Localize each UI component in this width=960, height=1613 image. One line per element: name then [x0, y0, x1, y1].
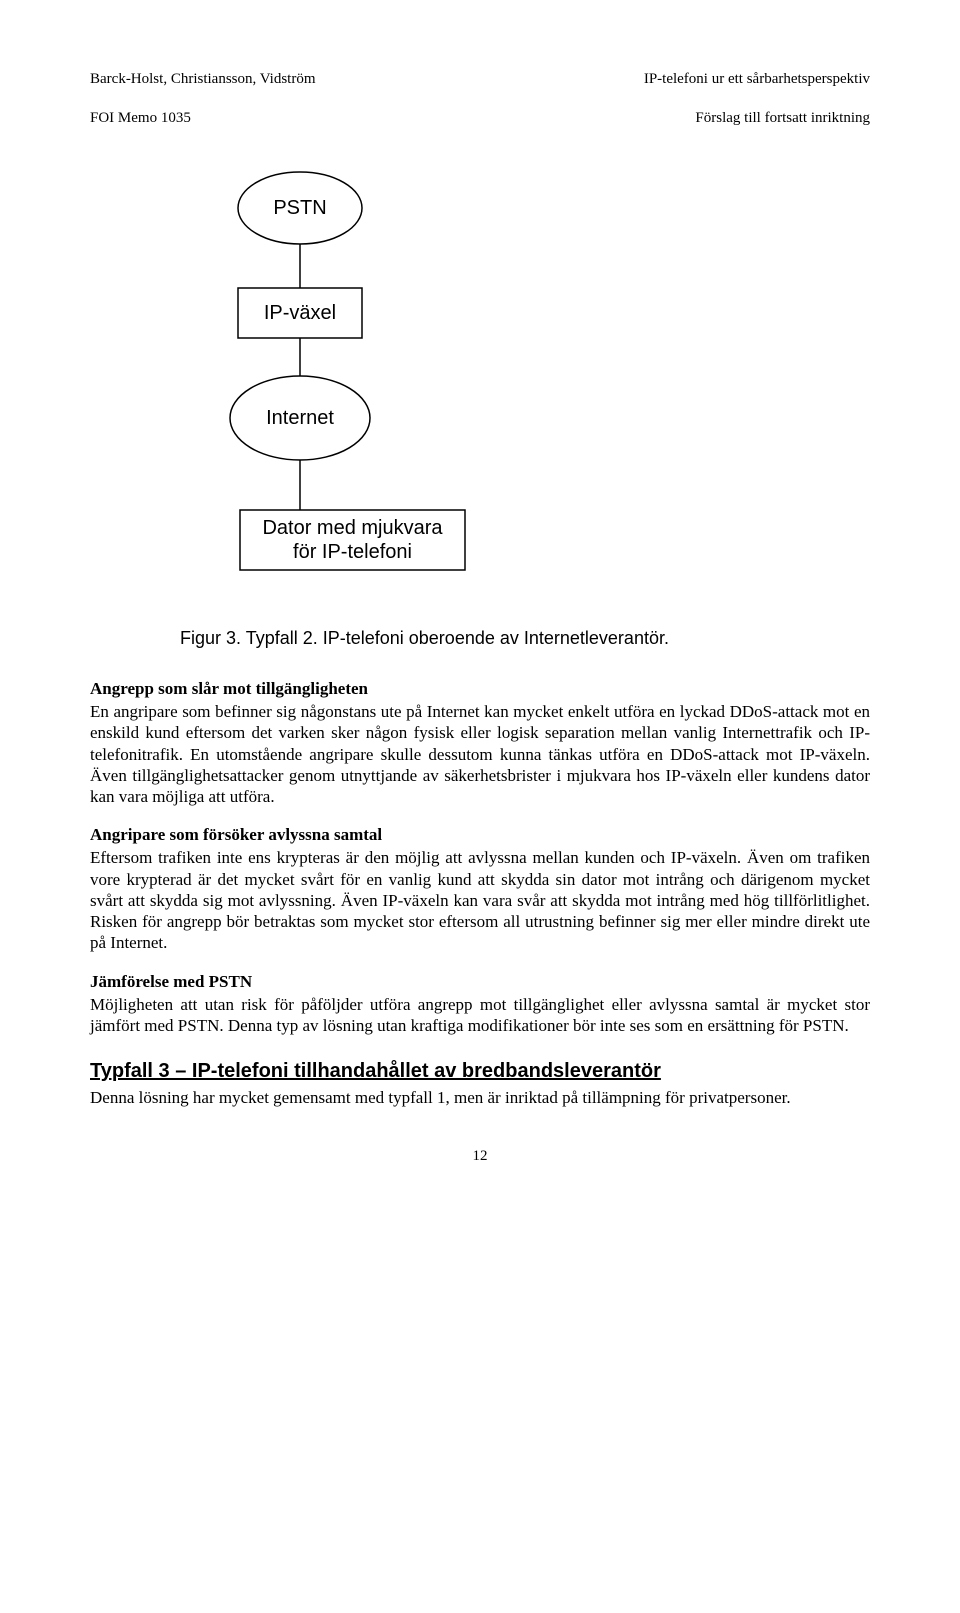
header-left-line2: FOI Memo 1035 — [90, 110, 191, 126]
label-pstn: PSTN — [240, 196, 360, 220]
flowchart-diagram: PSTN IP-växel Internet Dator med mjukvar… — [180, 158, 580, 618]
label-dator: Dator med mjukvara för IP-telefoni — [240, 516, 465, 564]
header-right: IP-telefoni ur ett sårbarhetsperspektiv … — [644, 50, 870, 128]
para-avlyssna: Eftersom trafiken inte ens krypteras är … — [90, 847, 870, 953]
header-left-line1: Barck-Holst, Christiansson, Vidström — [90, 71, 315, 87]
heading-avlyssna: Angripare som försöker avlyssna samtal — [90, 825, 870, 845]
heading-tillganglighet: Angrepp som slår mot tillgängligheten — [90, 679, 870, 699]
header-left: Barck-Holst, Christiansson, Vidström FOI… — [90, 50, 315, 128]
header-right-line1: IP-telefoni ur ett sårbarhetsperspektiv — [644, 71, 870, 87]
page-header: Barck-Holst, Christiansson, Vidström FOI… — [90, 50, 870, 128]
heading-typfall3: Typfall 3 – IP-telefoni tillhandahållet … — [90, 1060, 870, 1083]
page-number: 12 — [90, 1148, 870, 1165]
label-ipvaxel: IP-växel — [238, 301, 362, 325]
header-right-line2: Förslag till fortsatt inriktning — [695, 110, 870, 126]
figure-caption: Figur 3. Typfall 2. IP-telefoni oberoend… — [180, 628, 870, 649]
page-container: Barck-Holst, Christiansson, Vidström FOI… — [0, 0, 960, 1225]
para-tillganglighet: En angripare som befinner sig någonstans… — [90, 701, 870, 807]
heading-jamforelse: Jämförelse med PSTN — [90, 972, 870, 992]
label-internet: Internet — [230, 406, 370, 430]
para-typfall3: Denna lösning har mycket gemensamt med t… — [90, 1087, 870, 1108]
para-jamforelse: Möjligheten att utan risk för påföljder … — [90, 994, 870, 1037]
